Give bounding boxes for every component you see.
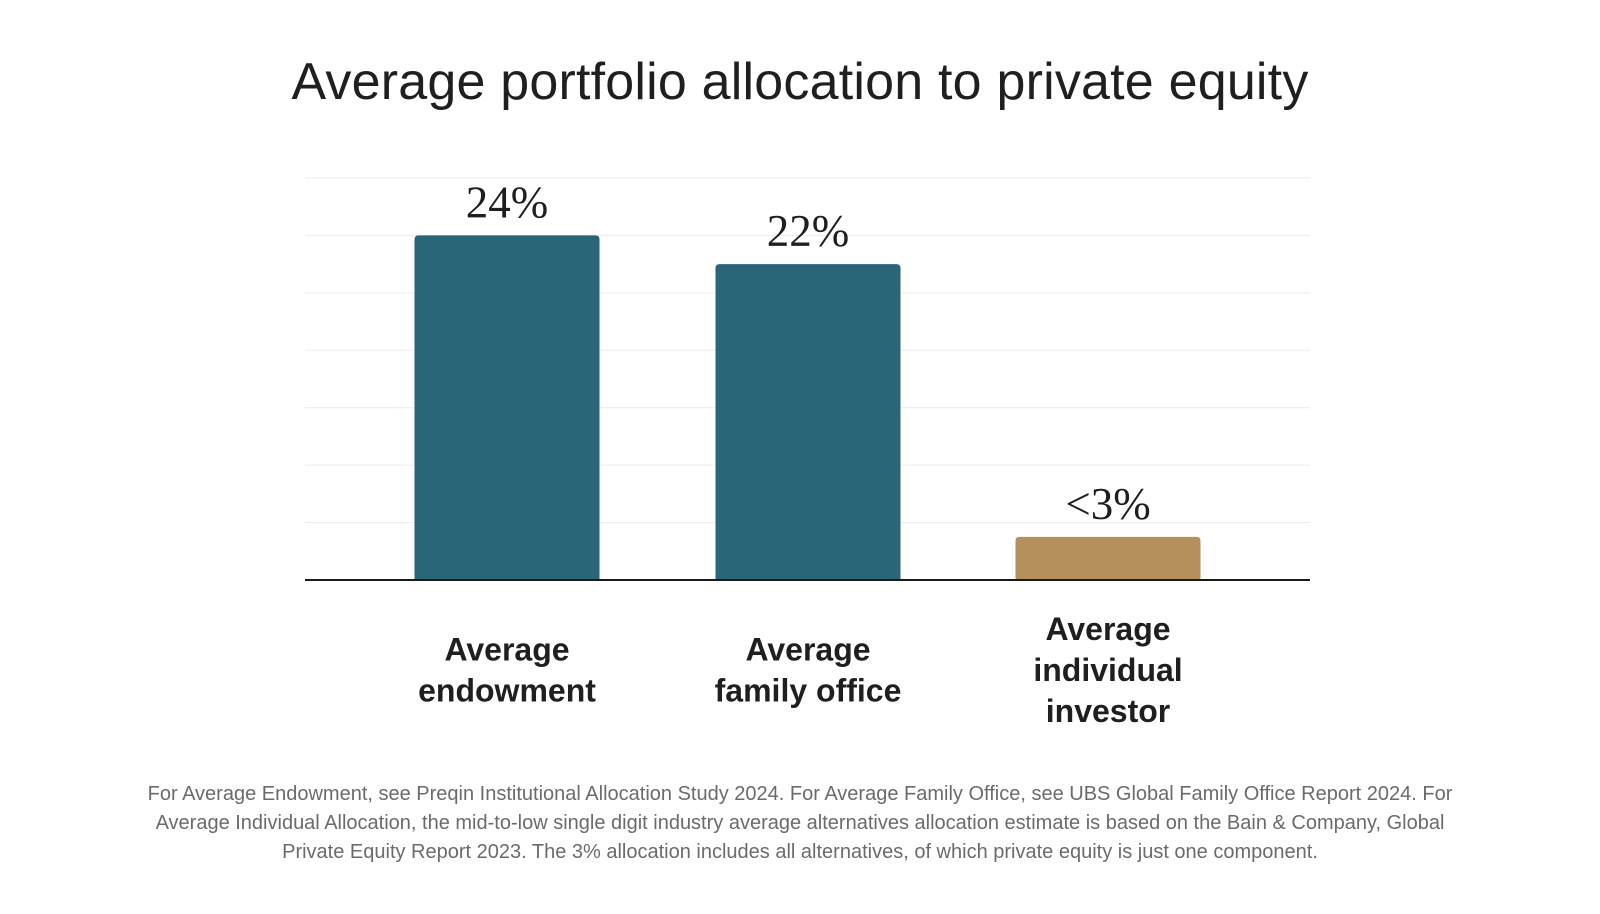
- value-label-3: <3%: [1065, 479, 1150, 529]
- category-label-1: Average endowment: [418, 632, 596, 709]
- category-label-2: Average family office: [715, 632, 902, 709]
- bar-2: [715, 264, 901, 580]
- value-label-2: 22%: [767, 206, 850, 256]
- value-label-1: 24%: [466, 177, 549, 227]
- category-label-3: Average individual investor: [1033, 611, 1182, 729]
- category-labels: Average endowment Average family office Aver…: [418, 611, 1183, 729]
- bar-3: [1015, 536, 1201, 580]
- chart-title: Average portfolio allocation to private …: [291, 53, 1309, 111]
- bar-1: [414, 235, 600, 580]
- value-labels: 24% 22% <3%: [466, 177, 1151, 529]
- bars: [414, 235, 1201, 580]
- source-footnote: For Average Endowment, see Preqin Instit…: [147, 783, 1453, 863]
